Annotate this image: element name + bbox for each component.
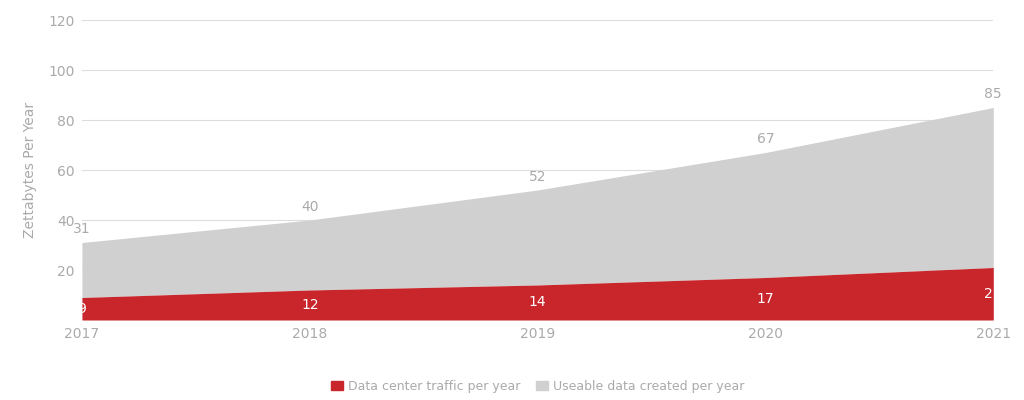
Text: 67: 67 [757,132,774,146]
Text: 12: 12 [301,298,318,312]
Text: 17: 17 [757,292,774,306]
Text: 85: 85 [984,87,1002,101]
Text: 31: 31 [73,222,91,236]
Text: 14: 14 [528,296,547,310]
Text: 9: 9 [78,302,86,316]
Text: 52: 52 [528,170,547,184]
Text: 40: 40 [301,200,318,214]
Legend: Data center traffic per year, Useable data created per year: Data center traffic per year, Useable da… [326,375,750,398]
Text: 21: 21 [984,287,1002,301]
Y-axis label: Zettabytes Per Year: Zettabytes Per Year [24,102,38,238]
